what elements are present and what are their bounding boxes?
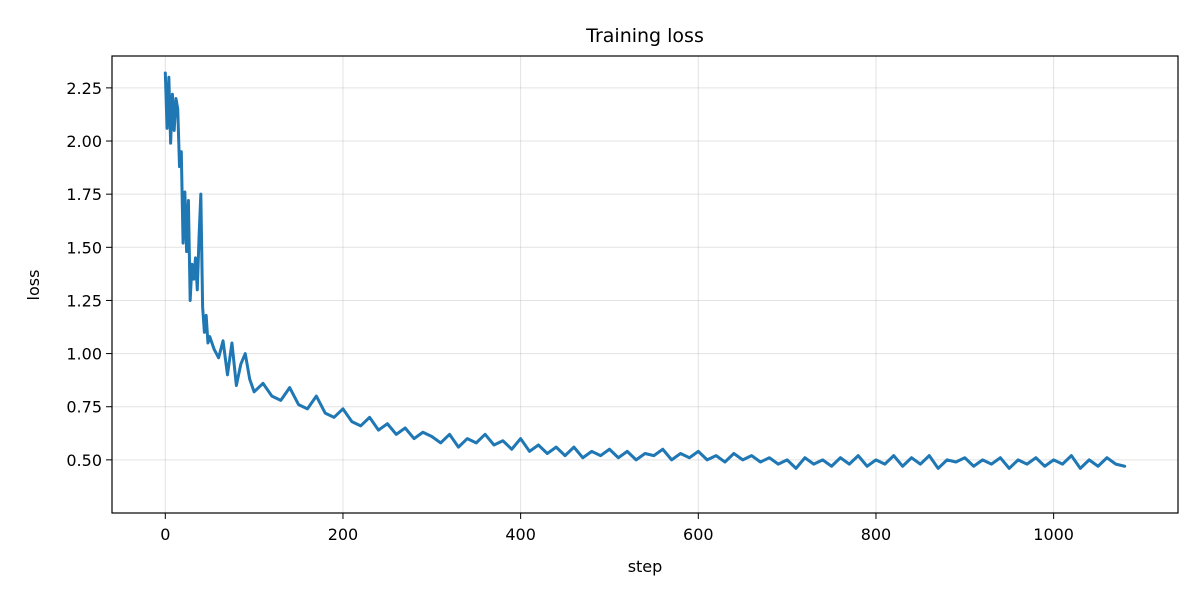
chart-title: Training loss: [585, 25, 704, 47]
y-tick-label: 1.50: [66, 238, 102, 257]
y-tick-label: 0.75: [66, 398, 102, 417]
loss-series-line: [163, 71, 1127, 470]
y-tick-label: 1.00: [66, 345, 102, 364]
x-tick-label: 1000: [1033, 525, 1074, 544]
plot-frame: [111, 55, 1179, 514]
y-axis-label: loss: [24, 270, 43, 301]
x-tick-label: 200: [328, 525, 359, 544]
series-layer: [163, 71, 1127, 470]
axis-ticks: 0 200 400 600 800 1000 0.50 0.75 1.00 1.25 1.50 1.7…: [66, 79, 1074, 544]
x-axis-label: step: [628, 557, 663, 576]
x-tick-label: 600: [683, 525, 714, 544]
y-tick-label: 1.25: [66, 291, 102, 310]
y-tick-label: 0.50: [66, 451, 102, 470]
x-tick-label: 400: [505, 525, 536, 544]
y-tick-label: 2.25: [66, 79, 102, 98]
x-tick-label: 800: [861, 525, 892, 544]
y-tick-label: 1.75: [66, 185, 102, 204]
x-tick-label: 0: [160, 525, 170, 544]
y-tick-label: 2.00: [66, 132, 102, 151]
